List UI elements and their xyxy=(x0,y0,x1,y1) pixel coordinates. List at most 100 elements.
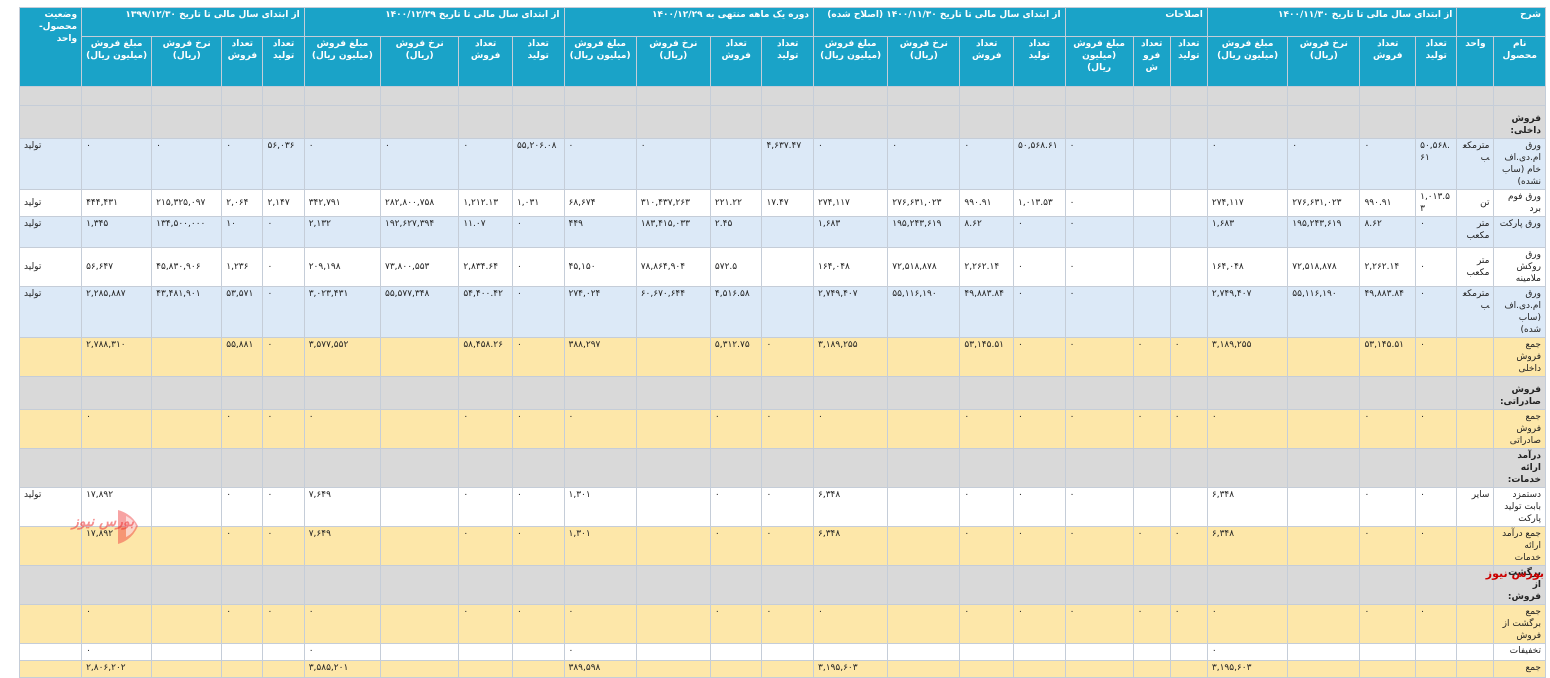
value-cell: ۲۲۱.۲۲ xyxy=(709,189,763,217)
value-cell: ۲,۸۰۶,۲۰۲ xyxy=(81,660,153,678)
status-cell xyxy=(18,409,83,449)
table-row: فروش داخلی: xyxy=(18,105,1546,139)
value-cell: ۰ xyxy=(563,409,637,449)
value-cell xyxy=(379,643,460,661)
value-cell: ۱۳۴,۵۰۰,۰۰۰ xyxy=(151,216,223,248)
value-cell xyxy=(1415,660,1458,678)
value-cell xyxy=(959,86,1015,106)
value-cell: ۰ xyxy=(1132,337,1171,377)
value-cell: ۵۷۲.۵ xyxy=(709,247,763,287)
value-cell: ۰ xyxy=(262,286,305,338)
value-cell: ۳,۱۹۵,۶۰۳ xyxy=(813,660,889,678)
value-cell: ۲,۷۴۹,۴۰۷ xyxy=(813,286,889,338)
value-cell xyxy=(709,105,763,139)
status-cell: تولید xyxy=(18,138,83,190)
value-cell: ۰ xyxy=(1415,487,1458,527)
value-cell xyxy=(563,565,637,605)
value-cell xyxy=(303,448,382,488)
value-cell: ۱,۲۳۶ xyxy=(221,247,264,287)
value-cell xyxy=(635,86,711,106)
value-cell: ۰ xyxy=(151,138,223,190)
value-cell: ۶,۳۴۸ xyxy=(1206,487,1289,527)
value-cell xyxy=(635,526,711,566)
unit-cell xyxy=(1456,376,1495,410)
table-row: جمع ۳,۱۹۵,۶۰۳ ۳,۱۹۵,۶۰۳ ۳۸۹,۵۹۸ ۳,۵۸۵,۲۰۱ ۲,۸… xyxy=(18,660,1546,678)
value-cell: ۰ xyxy=(1415,247,1458,287)
status-cell: تولید xyxy=(18,247,83,287)
value-cell xyxy=(1064,86,1134,106)
value-cell xyxy=(563,448,637,488)
row-label: ورق فوم برد xyxy=(1493,189,1546,217)
value-cell xyxy=(1064,448,1134,488)
value-cell xyxy=(151,337,223,377)
value-cell: ۰ xyxy=(1287,138,1361,190)
value-cell xyxy=(887,409,961,449)
value-cell: ۰ xyxy=(1415,286,1458,338)
row-label: فروش داخلی: xyxy=(1493,105,1546,139)
value-cell xyxy=(1013,660,1066,678)
value-cell: ۱۷.۴۷ xyxy=(761,189,815,217)
value-cell xyxy=(887,448,961,488)
value-cell: ۶,۳۴۸ xyxy=(813,487,889,527)
column-header: تعداد فروش xyxy=(221,36,264,87)
value-cell xyxy=(813,448,889,488)
value-cell: ۰ xyxy=(1415,526,1458,566)
value-cell xyxy=(221,565,264,605)
value-cell xyxy=(635,376,711,410)
value-cell xyxy=(1132,565,1171,605)
value-cell xyxy=(151,660,223,678)
table-row: جمع درآمد ارائه خدمات ۰ ۰ ۶,۳۴۸ ۰ ۰ ۰ ۰ ۰ ۶,۳۴۸ ۰ ۰… xyxy=(18,526,1546,566)
value-cell xyxy=(379,448,460,488)
value-cell: ۵۳,۱۴۵.۵۱ xyxy=(959,337,1015,377)
value-cell: ۱,۲۱۲.۱۳ xyxy=(458,189,513,217)
value-cell xyxy=(1013,376,1066,410)
status-cell xyxy=(18,660,83,678)
value-cell xyxy=(761,216,815,248)
value-cell xyxy=(1287,643,1361,661)
value-cell xyxy=(511,660,565,678)
value-cell xyxy=(635,643,711,661)
header-period-1: از ابتدای سال مالی تا تاریخ ۱۴۰۰/۱۱/۳۰ xyxy=(1206,7,1458,37)
value-cell: ۰ xyxy=(262,409,305,449)
value-cell: ۰ xyxy=(511,526,565,566)
value-cell: ۰ xyxy=(1064,286,1134,338)
value-cell xyxy=(1287,409,1361,449)
value-cell: ۱,۳۴۵ xyxy=(81,216,153,248)
value-cell: ۰ xyxy=(1064,604,1134,644)
value-cell xyxy=(813,105,889,139)
value-cell xyxy=(1415,86,1458,106)
value-cell xyxy=(221,660,264,678)
value-cell xyxy=(887,643,961,661)
value-cell: ۰ xyxy=(262,526,305,566)
table-row: درآمد ارائه خدمات: xyxy=(18,448,1546,488)
value-cell xyxy=(761,565,815,605)
table-row: فروش صادراتی: xyxy=(18,376,1546,410)
column-header: مبلغ فروش (میلیون ریال) xyxy=(1206,36,1289,87)
value-cell xyxy=(1013,105,1066,139)
value-cell: ۲۷۴,۰۲۴ xyxy=(563,286,637,338)
value-cell: ۰ xyxy=(1415,409,1458,449)
unit-cell: متر مکعب xyxy=(1456,216,1495,248)
unit-cell xyxy=(1456,337,1495,377)
value-cell: ۰ xyxy=(761,337,815,377)
value-cell: ۱,۳۰۱ xyxy=(563,487,637,527)
column-header: نرخ فروش (ریال) xyxy=(151,36,223,87)
column-header: تعداد فروش xyxy=(1359,36,1417,87)
value-cell: ۰ xyxy=(458,487,513,527)
value-cell: ۳,۱۸۹,۲۵۵ xyxy=(1206,337,1289,377)
value-cell xyxy=(1064,660,1134,678)
value-cell: ۵۵,۸۸۱ xyxy=(221,337,264,377)
value-cell xyxy=(761,643,815,661)
value-cell xyxy=(262,105,305,139)
value-cell xyxy=(1169,216,1208,248)
value-cell: ۲۷۴,۱۱۷ xyxy=(813,189,889,217)
value-cell xyxy=(81,448,153,488)
value-cell: ۰ xyxy=(1415,604,1458,644)
value-cell xyxy=(379,409,460,449)
value-cell xyxy=(1415,448,1458,488)
value-cell: ۱۶۴,۰۴۸ xyxy=(1206,247,1289,287)
value-cell xyxy=(709,448,763,488)
value-cell: ۵۸,۴۵۸.۲۶ xyxy=(458,337,513,377)
value-cell: ۰ xyxy=(511,409,565,449)
value-cell xyxy=(81,86,153,106)
